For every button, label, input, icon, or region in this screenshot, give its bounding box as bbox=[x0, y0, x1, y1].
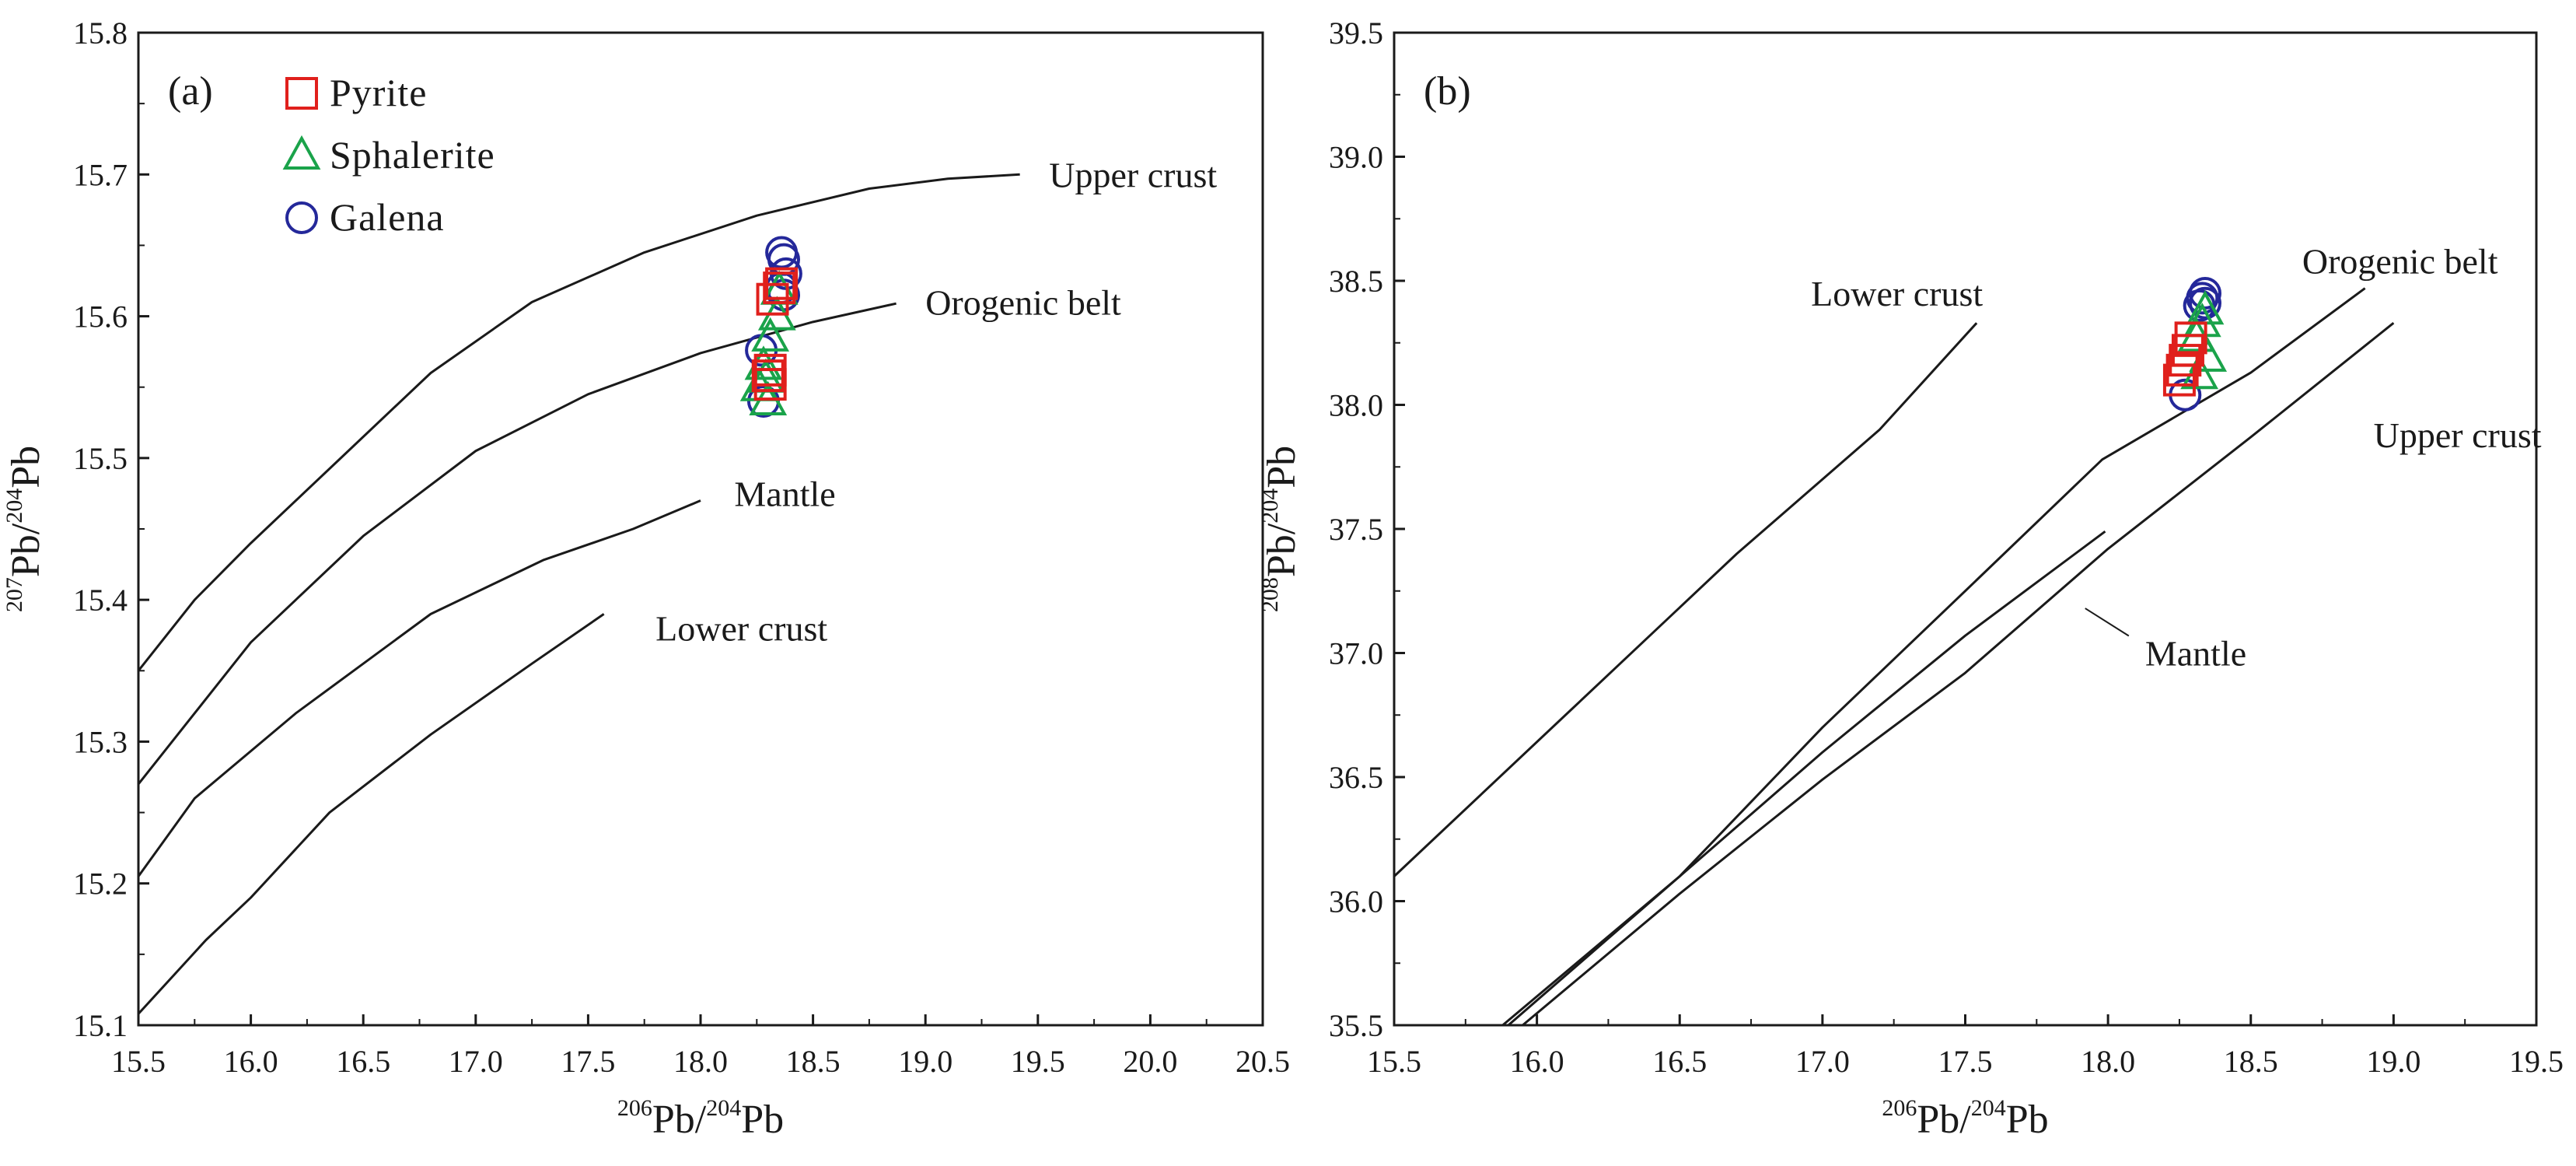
y-axis-title-base2: Pb bbox=[4, 446, 48, 488]
curve-label: Mantle bbox=[734, 474, 835, 513]
y-axis-title: 208Pb/204Pb bbox=[1257, 446, 1304, 612]
y-axis-title-sup2: 204 bbox=[1257, 488, 1283, 523]
x-axis-title-base2: Pb bbox=[741, 1098, 784, 1142]
pyrite-point bbox=[2169, 344, 2202, 377]
x-tick-label: 17.5 bbox=[561, 1044, 615, 1079]
curve-lower-crust bbox=[1393, 322, 1978, 877]
x-axis-title-base1: Pb/ bbox=[652, 1098, 707, 1142]
curve-label: Lower crust bbox=[1811, 274, 1983, 313]
curve-label: Lower crust bbox=[655, 609, 827, 649]
x-tick-label: 20.5 bbox=[1236, 1044, 1290, 1079]
pyrite-point bbox=[756, 282, 789, 316]
x-tick-label: 20.0 bbox=[1123, 1044, 1177, 1079]
legend-label: Pyrite bbox=[330, 71, 427, 114]
pyrite-point bbox=[2165, 353, 2199, 387]
pyrite-point bbox=[753, 368, 787, 401]
y-tick-label: 37.0 bbox=[1329, 636, 1383, 671]
y-axis-title: 207Pb/204Pb bbox=[2, 446, 48, 612]
legend-label: Galena bbox=[330, 195, 445, 239]
curve-mantle bbox=[137, 499, 701, 877]
plot-frame bbox=[1393, 31, 2538, 1027]
pyrite-point bbox=[763, 271, 796, 305]
y-tick-label: 38.5 bbox=[1329, 264, 1383, 299]
panel-label: (b) bbox=[1424, 69, 1471, 114]
curve-label: Orogenic belt bbox=[925, 282, 1121, 322]
x-tick-label: 19.0 bbox=[898, 1044, 952, 1079]
x-tick-label: 19.5 bbox=[1011, 1044, 1065, 1079]
x-tick-label: 16.0 bbox=[224, 1044, 278, 1079]
legend-marker-pyrite bbox=[285, 77, 318, 110]
x-tick-label: 17.0 bbox=[449, 1044, 503, 1079]
panel-label: (a) bbox=[168, 69, 213, 114]
y-axis-title-base2: Pb bbox=[1260, 446, 1304, 488]
x-axis-title-base1: Pb/ bbox=[1917, 1098, 1971, 1142]
x-axis-title-sup1: 206 bbox=[1882, 1095, 1917, 1121]
curve-label: Upper crust bbox=[2374, 415, 2542, 455]
y-tick-label: 15.1 bbox=[73, 1008, 128, 1043]
y-axis-title-sup1: 208 bbox=[1257, 577, 1283, 612]
x-tick-label: 18.5 bbox=[786, 1044, 841, 1079]
sphalerite-point bbox=[2180, 355, 2219, 390]
curve-label: Upper crust bbox=[1049, 155, 1217, 194]
x-tick-label: 18.5 bbox=[2224, 1044, 2278, 1079]
panel-b-chart: 15.5 16.0 16.5 17.0 17.5 18.0 18.5 19.0 19.5 35.5… bbox=[1257, 16, 2564, 1142]
x-axis-title-base2: Pb bbox=[2006, 1098, 2049, 1142]
y-tick-label: 15.3 bbox=[73, 724, 128, 759]
legend-label: Sphalerite bbox=[330, 133, 495, 177]
curve-label: Mantle bbox=[2145, 634, 2246, 674]
sphalerite-point bbox=[751, 317, 790, 352]
pyrite-point bbox=[751, 359, 785, 393]
y-tick-label: 36.5 bbox=[1329, 760, 1383, 795]
x-tick-label: 19.0 bbox=[2366, 1044, 2420, 1079]
x-tick-label: 18.0 bbox=[2081, 1044, 2135, 1079]
y-tick-label: 37.5 bbox=[1329, 512, 1383, 547]
curve-mantle bbox=[1501, 530, 2106, 1027]
pyrite-point bbox=[2162, 363, 2196, 397]
legend-marker-galena bbox=[285, 201, 318, 234]
y-tick-label: 15.4 bbox=[73, 583, 128, 618]
y-tick-label: 36.0 bbox=[1329, 884, 1383, 919]
x-axis-title-sup2: 204 bbox=[1971, 1095, 2006, 1121]
y-tick-label: 39.0 bbox=[1329, 140, 1383, 175]
curve-lower-crust bbox=[137, 613, 605, 1015]
legend-marker-sphalerite bbox=[282, 135, 321, 170]
y-tick-label: 15.8 bbox=[73, 16, 128, 51]
x-tick-label: 18.0 bbox=[673, 1044, 728, 1079]
x-tick-label: 15.5 bbox=[111, 1044, 166, 1079]
x-axis-title-sup2: 204 bbox=[706, 1095, 741, 1121]
x-axis-title: 206Pb/204Pb bbox=[1882, 1095, 2048, 1142]
y-tick-label: 15.6 bbox=[73, 299, 128, 334]
galena-point bbox=[2188, 286, 2221, 320]
x-tick-label: 16.5 bbox=[336, 1044, 390, 1079]
x-axis-title: 206Pb/204Pb bbox=[617, 1095, 784, 1142]
y-axis-title-base1: Pb/ bbox=[4, 523, 48, 577]
curve-label: Orogenic belt bbox=[2302, 241, 2498, 281]
y-tick-label: 15.7 bbox=[73, 157, 128, 192]
y-tick-label: 35.5 bbox=[1329, 1008, 1383, 1043]
y-axis-title-sup2: 204 bbox=[2, 488, 27, 523]
x-tick-label: 17.5 bbox=[1938, 1044, 1993, 1079]
y-axis-title-sup1: 207 bbox=[2, 577, 27, 612]
curve-upper-crust bbox=[137, 173, 1020, 672]
y-tick-label: 39.5 bbox=[1329, 16, 1383, 51]
curve-upper-crust bbox=[1522, 322, 2395, 1027]
x-axis-title-sup1: 206 bbox=[617, 1095, 652, 1121]
y-tick-label: 15.2 bbox=[73, 867, 128, 902]
mantle-leader-line bbox=[2085, 608, 2130, 637]
panel-a-chart: 15.5 16.0 16.5 17.0 17.5 18.0 18.5 19.0 19.5 20.0… bbox=[2, 16, 1290, 1142]
y-axis-title-base1: Pb/ bbox=[1260, 523, 1304, 577]
y-tick-label: 15.5 bbox=[73, 441, 128, 476]
pyrite-point bbox=[2174, 321, 2207, 355]
x-tick-label: 16.5 bbox=[1652, 1044, 1707, 1079]
x-tick-label: 15.5 bbox=[1367, 1044, 1421, 1079]
y-tick-label: 38.0 bbox=[1329, 388, 1383, 423]
x-tick-label: 17.0 bbox=[1795, 1044, 1850, 1079]
x-tick-label: 16.0 bbox=[1510, 1044, 1564, 1079]
x-tick-label: 19.5 bbox=[2509, 1044, 2564, 1079]
